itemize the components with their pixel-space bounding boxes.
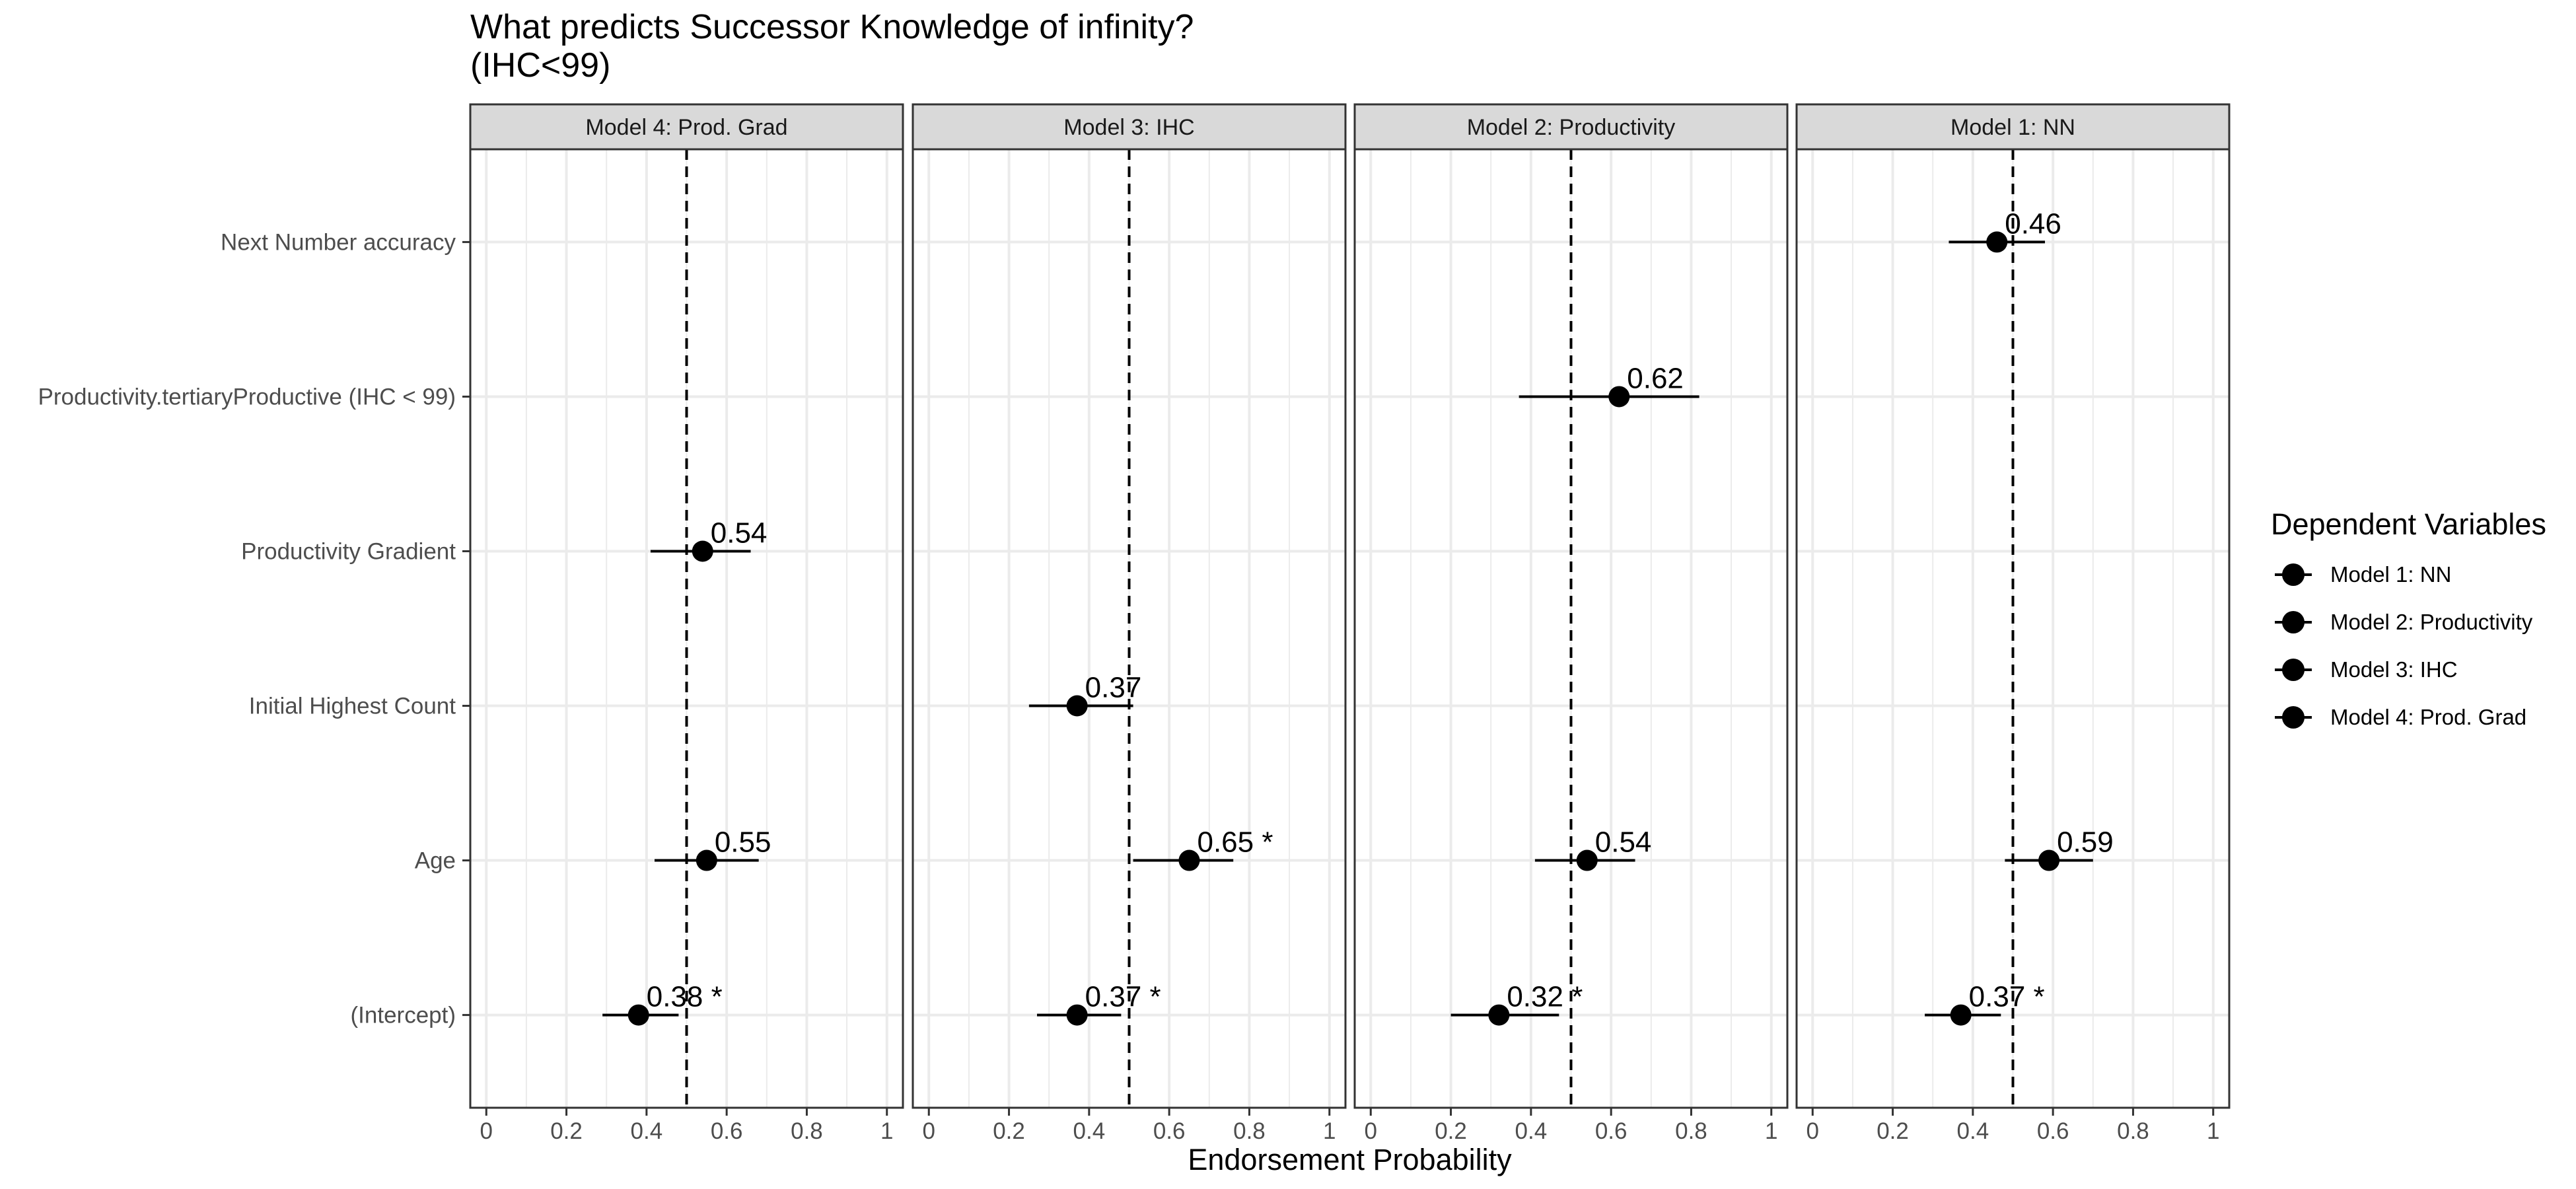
facet-strip [469,103,904,151]
data-label-model-3-ihc-initial-highest-count: 0.37 [1085,672,1142,704]
facet-strip-label-model-2-productivity: Model 2: Productivity [1467,115,1676,140]
x-tick-label: 0.8 [1233,1118,1266,1144]
legend-item-model-1: Model 1: NN [2271,551,2546,598]
data-label-model-1-nn-age: 0.59 [2057,826,2114,859]
y-axis-label-intercept: (Intercept) [351,1003,456,1028]
point-model-1-nn-intercept [1950,1004,1972,1026]
point-model-3-ihc-intercept [1066,1004,1088,1026]
facet-strip-label-model-4-prod-grad: Model 4: Prod. Grad [585,115,787,140]
x-axis-label: Endorsement Probability [1188,1143,1512,1176]
x-tick-label: 0.6 [711,1118,743,1144]
data-label-model-2-productivity-productivity-tertiaryproductive-ihc-99: 0.62 [1627,362,1684,394]
facet-strip-label-model-1-nn: Model 1: NN [1950,115,2075,140]
data-label-model-4-prod-grad-intercept: 0.38 * [647,981,723,1013]
y-axis-label-next-number-accuracy: Next Number accuracy [221,229,456,255]
legend-key-model-2 [2271,598,2316,646]
x-tick-label: 0.2 [993,1118,1025,1144]
x-tick-label: 0.4 [1957,1118,1989,1144]
legend-label-model-3: Model 3: IHC [2330,657,2458,682]
legend-item-model-4: Model 4: Prod. Grad [2271,694,2546,741]
x-tick-label: 1 [1765,1118,1777,1144]
point-model-2-productivity-intercept [1488,1004,1510,1026]
data-label-model-3-ihc-intercept: 0.37 * [1085,981,1161,1013]
point-model-4-prod-grad-age [696,849,717,871]
point-model-4-prod-grad-intercept [627,1004,649,1026]
x-tick-label: 0.4 [631,1118,663,1144]
data-label-model-2-productivity-intercept: 0.32 * [1507,981,1583,1013]
data-label-model-2-productivity-age: 0.54 [1595,826,1652,859]
x-tick-label: 0.2 [550,1118,583,1144]
x-tick-label: 0.8 [791,1118,823,1144]
point-model-3-ihc-initial-highest-count [1066,695,1088,717]
facet-strip [912,103,1347,151]
legend-item-model-2: Model 2: Productivity [2271,598,2546,646]
x-tick-label: 0 [1365,1118,1377,1144]
y-axis-label-initial-highest-count: Initial Highest Count [249,694,456,719]
x-tick-label: 0.8 [1675,1118,1707,1144]
x-tick-label: 0 [1807,1118,1819,1144]
data-label-model-1-nn-next-number-accuracy: 0.46 [2005,207,2061,240]
chart-title: What predicts Successor Knowledge of inf… [470,8,1194,46]
y-axis-label-productivity-gradient: Productivity Gradient [241,538,456,564]
x-tick-label: 0.6 [1153,1118,1186,1144]
point-model-2-productivity-age [1576,849,1598,871]
y-axis-label-productivity-tertiaryproductive-ihc-99: Productivity.tertiaryProductive (IHC < 9… [38,384,456,410]
x-tick-label: 0.2 [1877,1118,1909,1144]
x-tick-label: 1 [1323,1118,1336,1144]
x-tick-label: 0.4 [1073,1118,1106,1144]
data-label-model-4-prod-grad-productivity-gradient: 0.54 [711,517,768,549]
legend-label-model-2: Model 2: Productivity [2330,610,2533,634]
chart-subtitle: (IHC<99) [470,46,611,85]
legend-key-model-4 [2271,694,2316,741]
x-tick-label: 0.6 [2037,1118,2069,1144]
legend-label-model-1: Model 1: NN [2330,562,2452,587]
x-tick-label: 0.4 [1515,1118,1548,1144]
data-label-model-1-nn-intercept: 0.37 * [1969,981,2045,1013]
facet-strip [1353,103,1789,151]
x-tick-label: 0 [480,1118,493,1144]
point-model-1-nn-next-number-accuracy [1986,231,2008,253]
x-tick-label: 0.6 [1595,1118,1628,1144]
legend: Dependent Variables Model 1: NN Model 2:… [2271,507,2546,741]
legend-title: Dependent Variables [2271,507,2546,541]
x-tick-label: 0.2 [1435,1118,1467,1144]
facet-strip-label-model-3-ihc: Model 3: IHC [1063,115,1194,140]
legend-item-model-3: Model 3: IHC [2271,646,2546,694]
x-tick-label: 0 [923,1118,935,1144]
facet-strip [1795,103,2231,151]
point-model-2-productivity-productivity-tertiaryproductive-ihc-99 [1608,386,1630,408]
data-label-model-3-ihc-age: 0.65 * [1197,826,1273,859]
point-model-1-nn-age [2038,849,2060,871]
x-tick-label: 0.8 [2117,1118,2149,1144]
x-tick-label: 1 [2207,1118,2219,1144]
legend-key-model-1 [2271,551,2316,598]
point-model-4-prod-grad-productivity-gradient [692,540,713,562]
point-model-3-ihc-age [1178,849,1200,871]
legend-key-model-3 [2271,646,2316,694]
legend-label-model-4: Model 4: Prod. Grad [2330,705,2527,729]
data-label-model-4-prod-grad-age: 0.55 [715,826,771,859]
x-tick-label: 1 [880,1118,893,1144]
y-axis-label-age: Age [415,848,456,874]
